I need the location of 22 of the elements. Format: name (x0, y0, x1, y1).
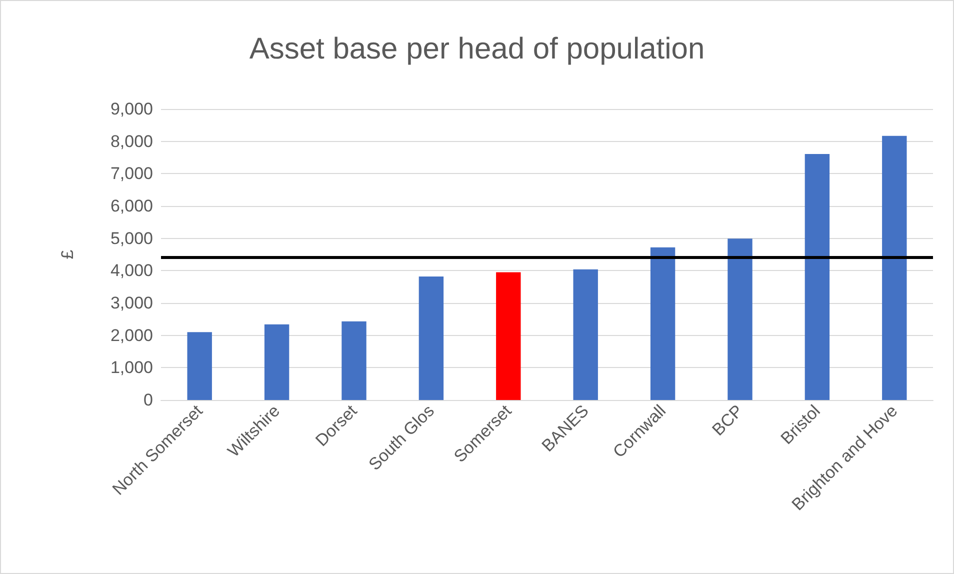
y-tick-label: 9,000 (110, 100, 153, 118)
y-tick-label: 6,000 (110, 196, 153, 216)
y-tick-label: 1,000 (110, 358, 153, 378)
y-tick-label: 0 (144, 390, 153, 410)
bar (882, 136, 907, 400)
bar (728, 238, 752, 400)
y-tick-label: 8,000 (110, 132, 153, 151)
bar (418, 276, 444, 400)
bar (264, 324, 290, 400)
y-tick-label: 2,000 (110, 326, 153, 345)
bar (342, 321, 366, 400)
bar (573, 269, 598, 400)
chart-title: Asset base per head of population (249, 32, 705, 66)
bar (496, 272, 521, 400)
y-tick-label: 7,000 (110, 164, 153, 184)
y-tick-label: 4,000 (110, 261, 153, 280)
bar (650, 247, 676, 400)
y-tick-label: 3,000 (110, 294, 153, 312)
y-tick-label: 5,000 (110, 228, 153, 248)
bar (804, 154, 830, 400)
y-axis-title: £ (58, 249, 77, 260)
bar (187, 332, 212, 400)
